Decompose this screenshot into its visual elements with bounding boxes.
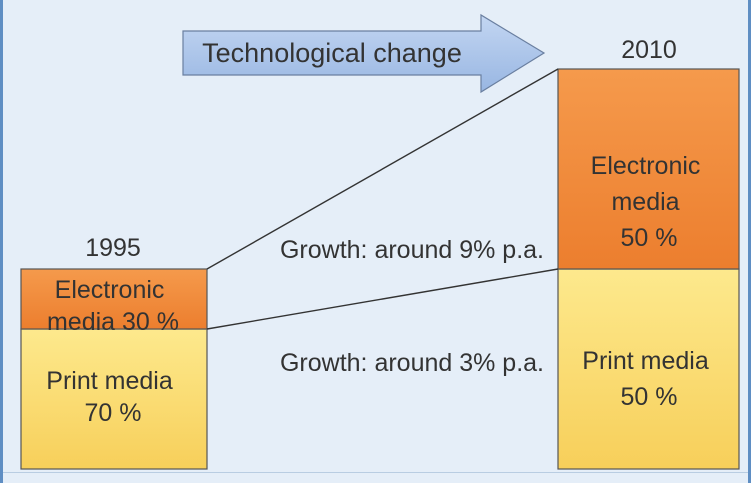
category-label-1995: 1995 [85, 234, 141, 262]
bar-2010-electronic-media [557, 68, 740, 270]
bottom-rule [3, 472, 748, 483]
growth-electronic-label: Growth: around 9% p.a. [280, 236, 544, 264]
segment-label-1995-print: Print media 70 % [46, 367, 179, 427]
segment-label-1995-electronic: Electronic media 30 % [47, 276, 179, 336]
segment-label-2010-electronic: Electronic media 50 % [591, 152, 708, 252]
segment-label-2010-print: Print media 50 % [582, 347, 715, 411]
bar-1995-electronic-media [20, 268, 208, 330]
technological-change-arrow [182, 13, 546, 94]
bar-2010-print-media [557, 268, 740, 470]
connector-line-electronic-top [206, 68, 559, 270]
stacked-bar-chart: Technological change 1995 2010 Growth: a… [20, 13, 740, 470]
bar-1995-print-media [20, 328, 208, 470]
connector-line-print-top [206, 268, 559, 330]
growth-print-label: Growth: around 3% p.a. [280, 349, 544, 377]
category-label-2010: 2010 [621, 36, 677, 64]
arrow-label: Technological change [202, 38, 462, 68]
